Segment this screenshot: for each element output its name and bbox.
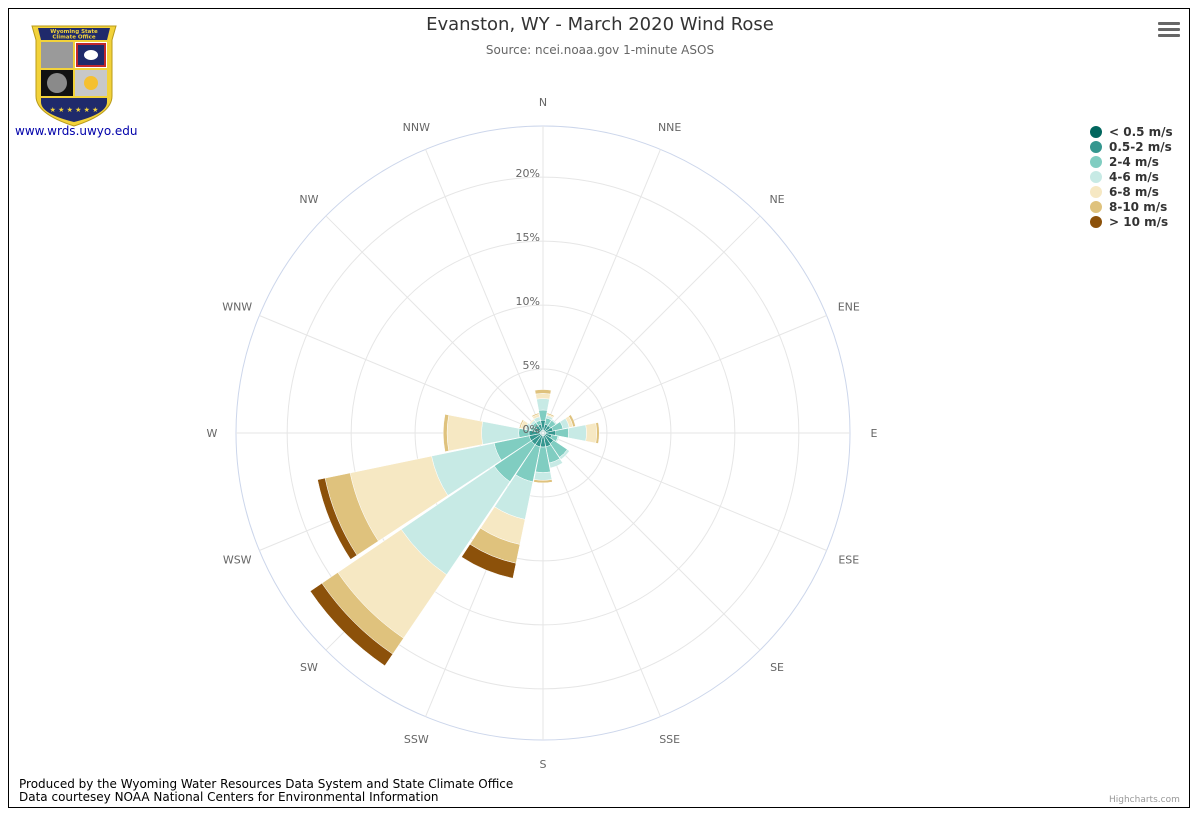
radial-tick-label: 0% (523, 423, 540, 436)
legend-marker-icon (1090, 215, 1102, 228)
wind-bar-ene-series-5[interactable] (568, 414, 576, 428)
chart-footer: Produced by the Wyoming Water Resources … (19, 778, 513, 804)
legend-marker-icon (1090, 170, 1102, 183)
svg-text:Climate Office: Climate Office (52, 35, 96, 41)
radial-tick-label: 15% (516, 231, 540, 244)
legend-marker-icon (1090, 140, 1102, 153)
legend-marker-icon (1090, 125, 1102, 138)
direction-label-wsw: WSW (223, 554, 252, 567)
legend-label: 2-4 m/s (1109, 154, 1159, 169)
wind-bar-nw-series-4[interactable] (528, 418, 535, 425)
svg-text:★ ★ ★ ★ ★ ★: ★ ★ ★ ★ ★ ★ (50, 106, 99, 114)
wind-bar-nnw-series-5[interactable] (531, 412, 540, 418)
legend-label: 4-6 m/s (1109, 169, 1159, 184)
wind-bar-sse-series-3[interactable] (548, 458, 564, 469)
wind-bar-ese-series-3[interactable] (555, 435, 560, 443)
legend-item[interactable]: > 10 m/s (1088, 214, 1173, 229)
grid-spoke (542, 315, 827, 434)
grid-spoke (325, 215, 544, 434)
legend-label: 6-8 m/s (1109, 184, 1159, 199)
legend-label: < 0.5 m/s (1109, 124, 1173, 139)
legend-label: > 10 m/s (1109, 214, 1169, 229)
grid-spoke (259, 315, 544, 434)
grid-spoke (542, 432, 827, 551)
chart-subtitle: Source: ncei.noaa.gov 1-minute ASOS (485, 43, 715, 57)
grid-spoke (542, 432, 761, 651)
highcharts-credits[interactable]: Highcharts.com (1109, 795, 1180, 805)
direction-label-ssw: SSW (404, 733, 429, 746)
wind-bar-sw-series-6[interactable] (309, 582, 394, 667)
radial-tick-label: 20% (516, 167, 540, 180)
legend-item[interactable]: 8-10 m/s (1088, 199, 1173, 214)
chart-legend: < 0.5 m/s 0.5-2 m/s 2-4 m/s 4-6 m/s 6-8 m/s 8… (1088, 124, 1173, 229)
direction-label-ne: NE (769, 193, 784, 206)
wind-bar-ssw-series-6[interactable] (461, 543, 517, 579)
wind-bar-s-series-3[interactable] (533, 471, 553, 481)
direction-label-s: S (540, 758, 547, 771)
legend-marker-icon (1090, 200, 1102, 213)
direction-label-nnw: NNW (403, 121, 430, 134)
direction-label-wnw: WNW (222, 300, 252, 313)
wind-bar-se-series-3[interactable] (559, 449, 570, 460)
svg-text:Wyoming State: Wyoming State (50, 29, 98, 35)
wind-bar-e-series-4[interactable] (585, 422, 597, 444)
grid-spoke (542, 432, 661, 717)
radial-tick-label: 5% (523, 359, 540, 372)
direction-label-n: N (539, 96, 547, 109)
legend-item[interactable]: 4-6 m/s (1088, 169, 1173, 184)
wind-bar-s-series-5[interactable] (533, 479, 553, 484)
grid-spoke (425, 149, 544, 434)
direction-label-ene: ENE (838, 300, 860, 313)
legend-item[interactable]: < 0.5 m/s (1088, 124, 1173, 139)
wind-bar-w-series-5[interactable] (443, 414, 450, 452)
footer-line-1: Produced by the Wyoming Water Resources … (19, 777, 514, 791)
direction-label-nne: NNE (658, 121, 681, 134)
grid-spoke (542, 215, 761, 434)
wind-bar-n-series-4[interactable] (535, 393, 551, 400)
direction-label-se: SE (770, 661, 784, 674)
legend-label: 0.5-2 m/s (1109, 139, 1172, 154)
legend-item[interactable]: 0.5-2 m/s (1088, 139, 1173, 154)
radial-tick-label: 10% (516, 295, 540, 308)
wind-bar-wnw-series-5[interactable] (518, 419, 525, 429)
polar-grid (235, 125, 851, 741)
legend-item[interactable]: 6-8 m/s (1088, 184, 1173, 199)
wind-bar-wsw-series-6[interactable] (317, 477, 358, 560)
wind-bar-ne-series-3[interactable] (551, 418, 558, 425)
wind-bars (309, 389, 600, 667)
wind-bar-n-series-3[interactable] (536, 398, 550, 411)
wind-bar-w-series-4[interactable] (446, 414, 483, 452)
wind-bar-n-series-5[interactable] (534, 389, 552, 395)
legend-label: 8-10 m/s (1109, 199, 1168, 214)
climate-office-logo: Wyoming State Climate Office ★ ★ ★ ★ ★ ★ (31, 25, 117, 127)
wind-bar-nne-series-5[interactable] (546, 412, 555, 418)
hamburger-menu-icon[interactable] (1158, 22, 1180, 40)
footer-line-2: Data courtesey NOAA National Centers for… (19, 790, 439, 804)
direction-label-e: E (871, 427, 878, 440)
chart-frame (8, 8, 1190, 808)
axis-labels: N NNE NE ENE E ESE SE SSE S SSW SW WSW W WNW NW NNW 0% 5%… (207, 96, 878, 771)
direction-label-ese: ESE (838, 554, 859, 567)
direction-label-sse: SSE (659, 733, 680, 746)
direction-label-sw: SW (300, 661, 318, 674)
grid-spoke (542, 149, 661, 434)
direction-label-w: W (207, 427, 218, 440)
wrds-website-link[interactable]: www.wrds.uwyo.edu (15, 124, 138, 138)
legend-marker-icon (1090, 185, 1102, 198)
legend-marker-icon (1090, 155, 1102, 168)
direction-label-nw: NW (299, 193, 318, 206)
chart-title: Evanston, WY - March 2020 Wind Rose (426, 14, 774, 35)
legend-item[interactable]: 2-4 m/s (1088, 154, 1173, 169)
wind-bar-e-series-5[interactable] (595, 422, 600, 444)
